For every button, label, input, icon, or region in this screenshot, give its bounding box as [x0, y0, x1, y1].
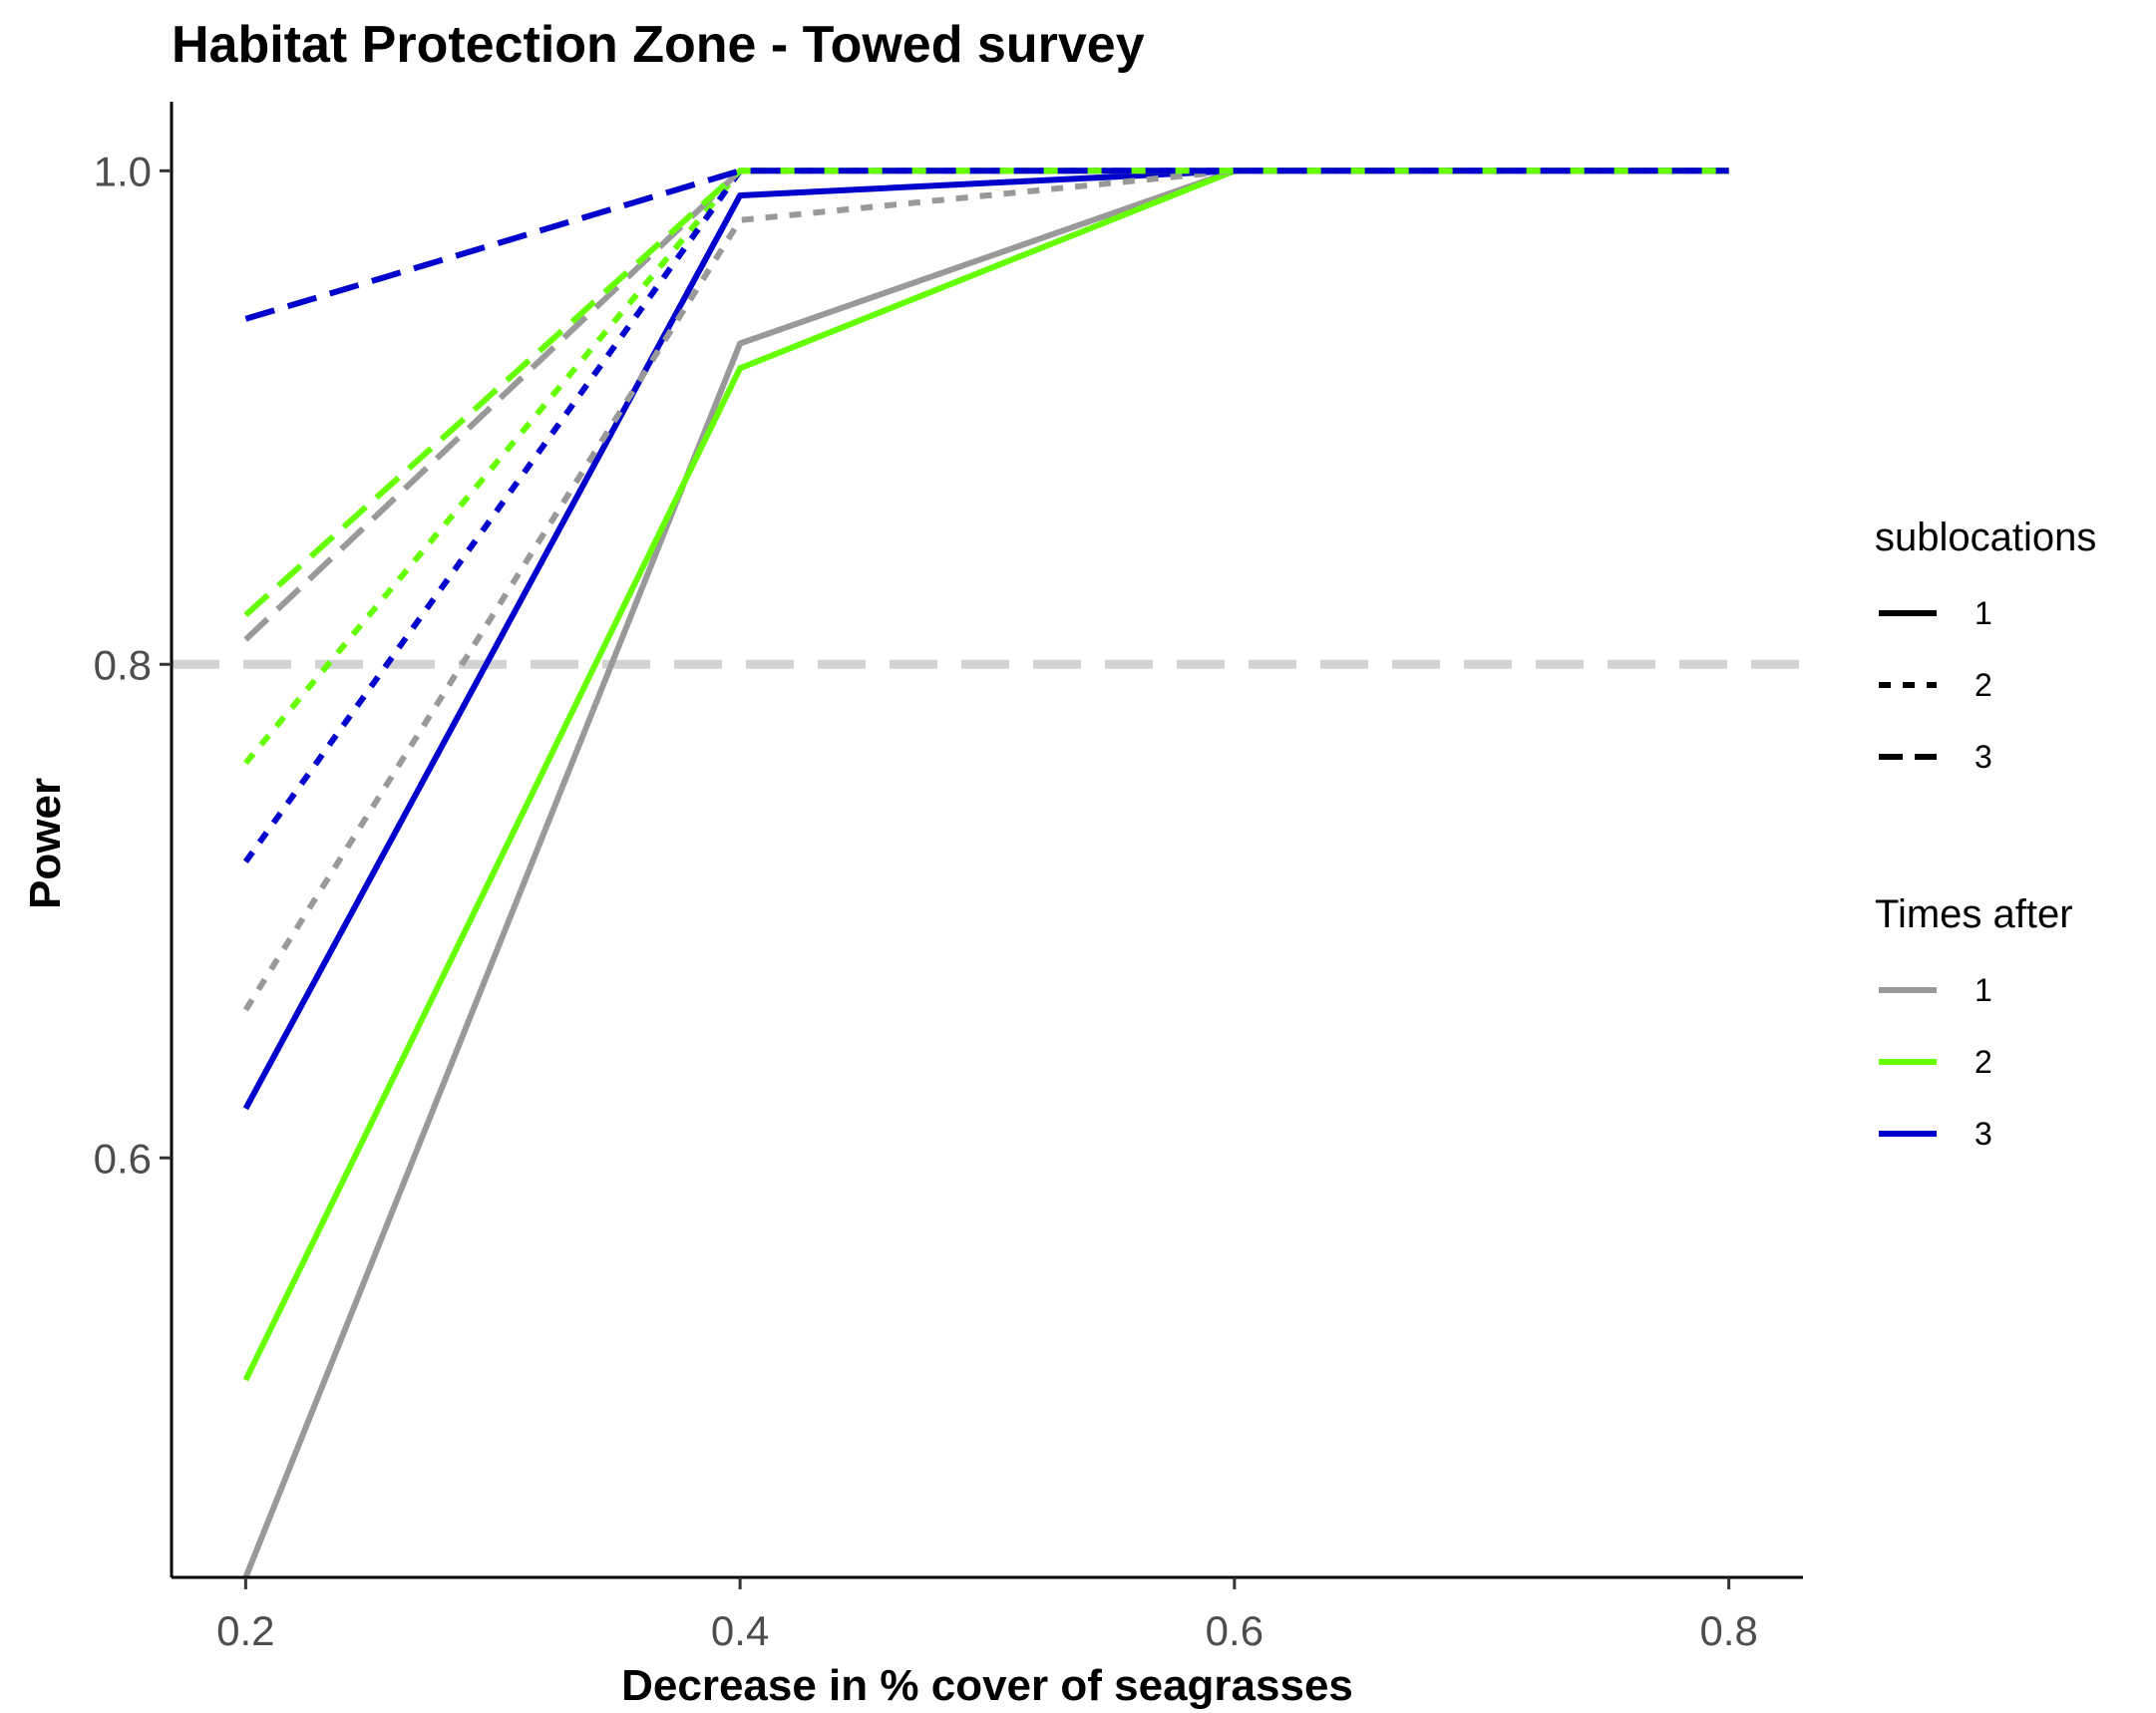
series-line-sub2-time1 — [242, 168, 1729, 1012]
legend-label: 1 — [1975, 972, 1992, 1008]
x-tick-label: 0.6 — [1206, 1607, 1263, 1654]
legend-label: 3 — [1975, 1116, 1992, 1152]
series-line-sub2-time3 — [242, 168, 1729, 864]
series-line-sub1-time2 — [242, 168, 1729, 1382]
legend-title-sublocations: sublocations — [1875, 515, 2096, 559]
series-line-sub1-time1 — [242, 168, 1729, 1579]
legend-title-times-after: Times after — [1875, 892, 2073, 936]
series-layer — [242, 168, 1729, 1579]
chart-title: Habitat Protection Zone - Towed survey — [172, 16, 1145, 74]
y-axis-title: Power — [21, 778, 70, 909]
y-axis-ticks: 0.6 0.8 1.0 — [94, 148, 172, 1182]
legend-label: 2 — [1975, 667, 1992, 703]
x-axis-title: Decrease in % cover of seagrasses — [621, 1661, 1353, 1710]
x-tick-label: 0.8 — [1699, 1607, 1757, 1654]
legend-label: 2 — [1975, 1044, 1992, 1080]
x-tick-label: 0.4 — [711, 1607, 769, 1654]
y-tick-label: 1.0 — [94, 148, 152, 194]
series-line-sub1-time3 — [242, 168, 1729, 1111]
y-tick-label: 0.8 — [94, 641, 152, 688]
y-tick-label: 0.6 — [94, 1135, 152, 1182]
series-line-sub3-time1 — [243, 168, 1729, 642]
plot-area — [172, 168, 1803, 1579]
legend-label: 1 — [1975, 595, 1992, 631]
x-tick-label: 0.2 — [216, 1607, 274, 1654]
series-line-sub3-time3 — [244, 168, 1729, 322]
legend-label: 3 — [1975, 739, 1992, 775]
x-axis-ticks: 0.2 0.4 0.6 0.8 — [216, 1577, 1758, 1654]
legend: sublocations 1 2 3 Times after 1 2 3 — [1875, 515, 2096, 1152]
